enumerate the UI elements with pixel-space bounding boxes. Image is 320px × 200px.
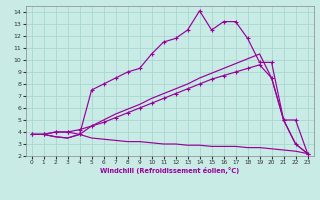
X-axis label: Windchill (Refroidissement éolien,°C): Windchill (Refroidissement éolien,°C) (100, 167, 239, 174)
